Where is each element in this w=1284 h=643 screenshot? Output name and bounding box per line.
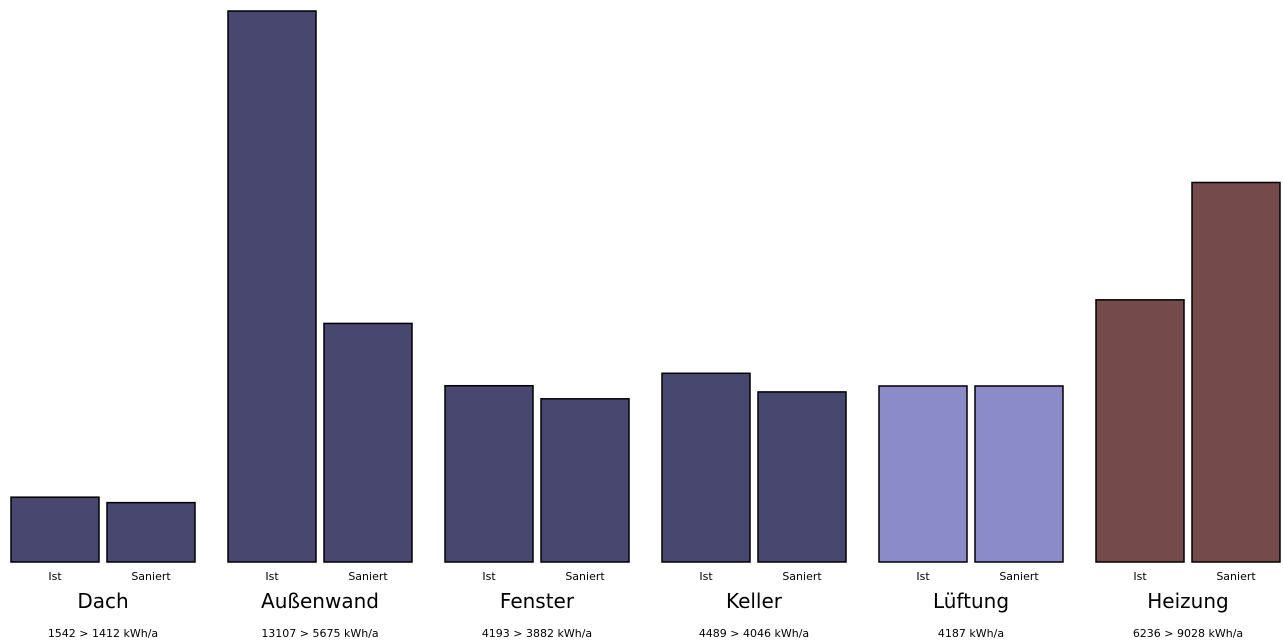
bar-label-aussenwand-saniert: Saniert — [348, 570, 388, 583]
bar-lueftung-ist — [878, 385, 968, 563]
bar-label-fenster-ist: Ist — [482, 570, 496, 583]
bar-label-dach-ist: Ist — [48, 570, 62, 583]
group-label-heizung: Heizung — [1147, 589, 1228, 613]
bar-keller-saniert — [757, 391, 847, 563]
bar-label-lueftung-saniert: Saniert — [999, 570, 1039, 583]
value-label-aussenwand: 13107 > 5675 kWh/a — [261, 627, 378, 640]
value-label-fenster: 4193 > 3882 kWh/a — [482, 627, 592, 640]
bar-aussenwand-saniert — [323, 322, 413, 563]
group-label-aussenwand: Außenwand — [261, 589, 379, 613]
bar-label-keller-saniert: Saniert — [782, 570, 822, 583]
bar-heizung-ist — [1095, 299, 1185, 563]
bar-label-dach-saniert: Saniert — [131, 570, 171, 583]
bar-aussenwand-ist — [227, 10, 317, 563]
bar-heizung-saniert — [1191, 181, 1281, 563]
bar-fenster-saniert — [540, 398, 630, 563]
bar-dach-ist — [10, 496, 100, 563]
group-label-lueftung: Lüftung — [933, 589, 1009, 613]
bar-label-fenster-saniert: Saniert — [565, 570, 605, 583]
bar-dach-saniert — [106, 501, 196, 563]
value-label-lueftung: 4187 kWh/a — [938, 627, 1004, 640]
bar-label-keller-ist: Ist — [699, 570, 713, 583]
bar-label-aussenwand-ist: Ist — [265, 570, 279, 583]
value-label-dach: 1542 > 1412 kWh/a — [48, 627, 158, 640]
bar-label-heizung-ist: Ist — [1133, 570, 1147, 583]
bar-label-heizung-saniert: Saniert — [1216, 570, 1256, 583]
bar-lueftung-saniert — [974, 385, 1064, 563]
bar-keller-ist — [661, 372, 751, 563]
bar-fenster-ist — [444, 384, 534, 563]
group-label-keller: Keller — [726, 589, 783, 613]
group-label-fenster: Fenster — [500, 589, 575, 613]
value-label-keller: 4489 > 4046 kWh/a — [699, 627, 809, 640]
value-label-heizung: 6236 > 9028 kWh/a — [1133, 627, 1243, 640]
group-label-dach: Dach — [77, 589, 128, 613]
bar-label-lueftung-ist: Ist — [916, 570, 930, 583]
